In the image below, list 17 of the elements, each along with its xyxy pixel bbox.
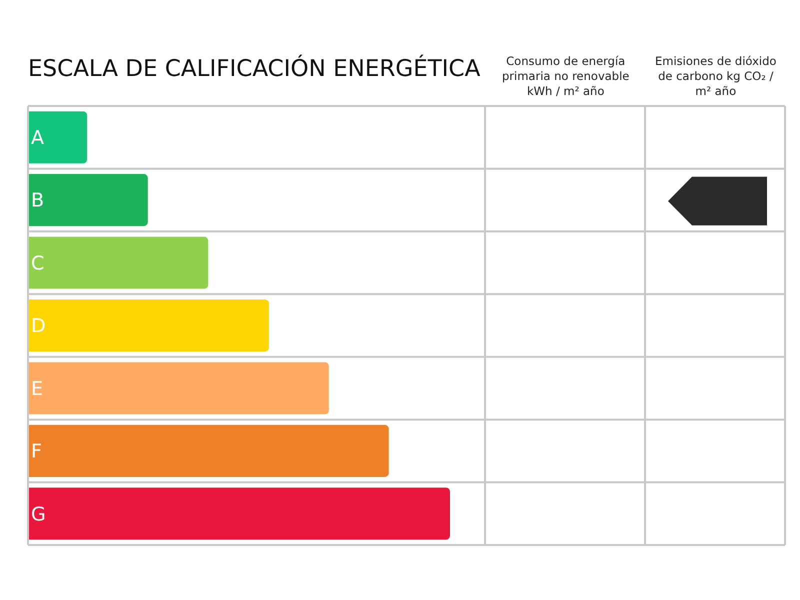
- y-tick-label: F: [31, 440, 42, 463]
- bar: [28, 111, 88, 164]
- y-tick-label: G: [31, 503, 46, 526]
- y-tick-label: C: [31, 252, 44, 274]
- bar: [28, 488, 450, 540]
- text: Emisiones de dióxido de carbono kg CO₂ / m² año: [655, 54, 776, 98]
- y-tick-label: D: [31, 315, 46, 338]
- text: Consumo de energía primaria no renovable kWh / m² año: [502, 54, 630, 98]
- y-tick-label: A: [31, 127, 44, 150]
- bar: [28, 299, 269, 352]
- y-tick-label: E: [31, 378, 44, 400]
- chart-title: ESCALA DE CALIFICACIÓN ENERGÉTICA: [28, 54, 481, 82]
- y-tick-label: B: [31, 190, 44, 212]
- bar: [28, 362, 329, 414]
- bar: [28, 174, 148, 226]
- bar: [28, 236, 208, 289]
- bar: [28, 424, 389, 477]
